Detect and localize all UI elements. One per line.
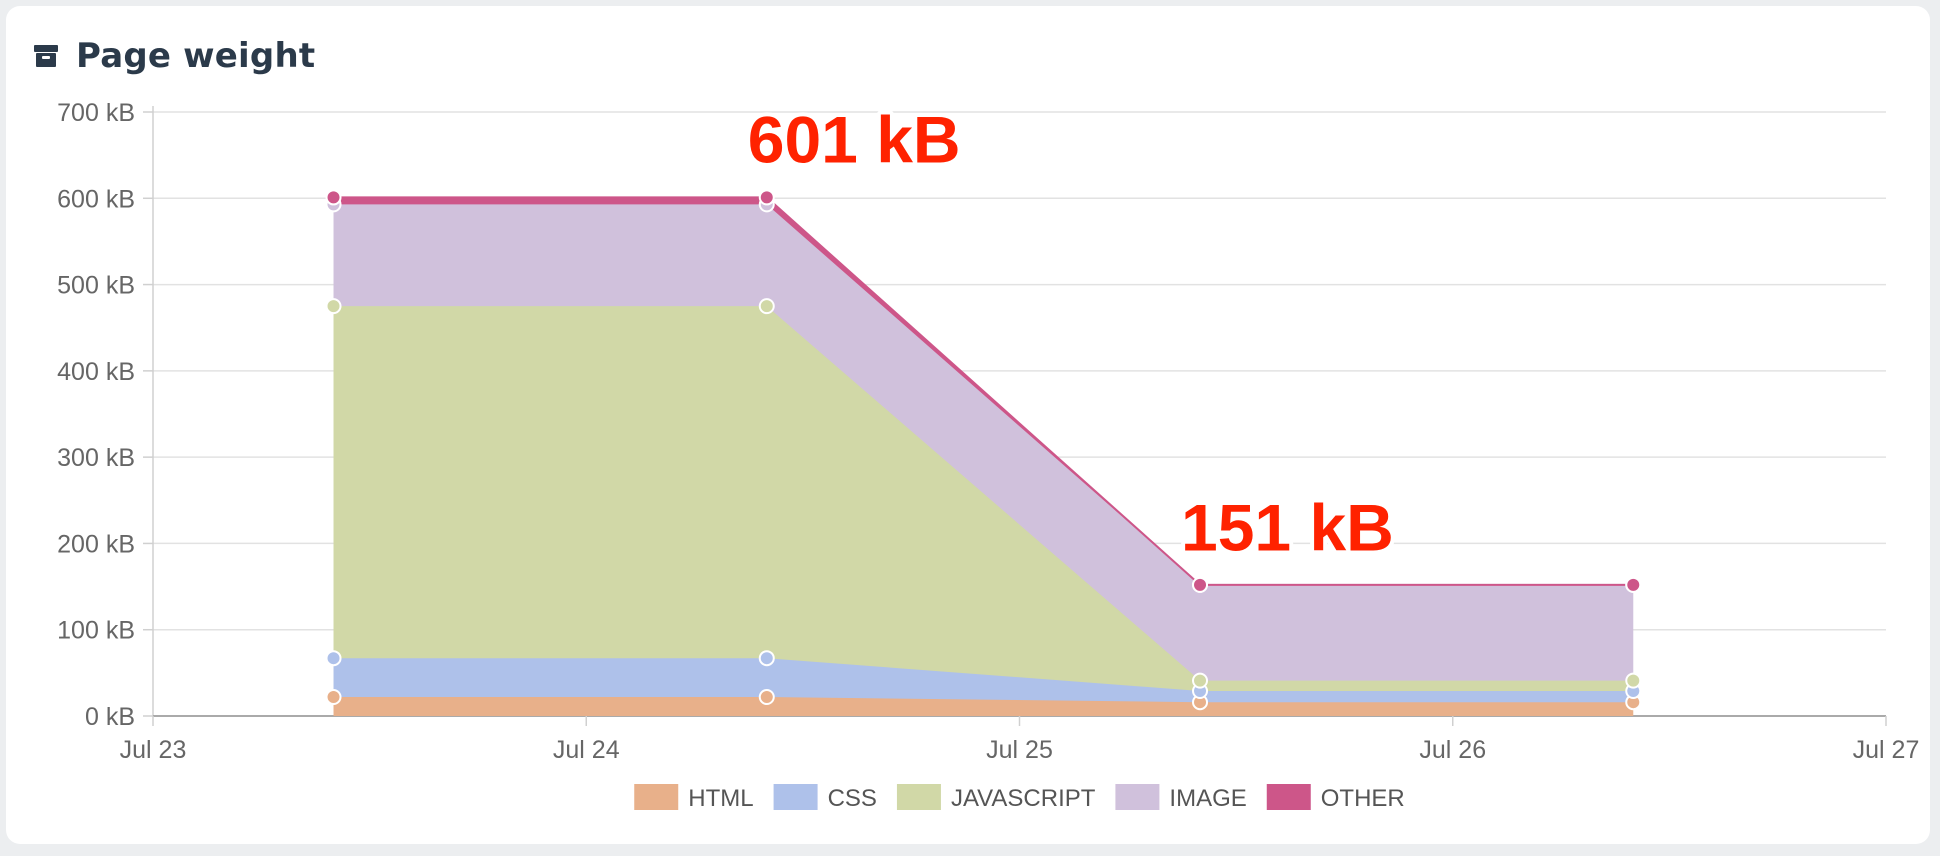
- area-javascript: [333, 306, 1634, 691]
- point-other: [1192, 576, 1209, 593]
- legend-swatch: [896, 784, 941, 810]
- point-html: [325, 689, 342, 706]
- point-css: [325, 650, 342, 667]
- y-tick-label: 400 kB: [57, 358, 135, 386]
- legend-label: IMAGE: [1169, 785, 1246, 812]
- legend-item-css: CSS: [773, 784, 877, 812]
- legend-label: JAVASCRIPT: [951, 785, 1096, 812]
- x-tick-label: Jul 23: [120, 736, 187, 764]
- point-other: [758, 189, 775, 206]
- legend-swatch: [773, 784, 818, 810]
- x-tick-label: Jul 25: [986, 736, 1053, 764]
- annotation-label: 151 kB: [1181, 491, 1394, 565]
- y-tick-label: 500 kB: [57, 272, 135, 300]
- area-image: [333, 204, 1634, 681]
- y-tick-label: 600 kB: [57, 185, 135, 213]
- legend-item-javascript: JAVASCRIPT: [896, 784, 1096, 812]
- point-html: [758, 689, 775, 706]
- y-tick-label: 0 kB: [85, 703, 135, 731]
- card-title: Page weight: [76, 36, 316, 76]
- x-tick-label: Jul 24: [553, 736, 620, 764]
- point-javascript: [758, 298, 775, 315]
- legend-swatch: [634, 784, 679, 810]
- legend-label: CSS: [828, 785, 877, 812]
- point-other: [325, 189, 342, 206]
- point-css: [758, 650, 775, 667]
- x-tick-label: Jul 27: [1853, 736, 1920, 764]
- line-other: [333, 196, 1634, 586]
- card-header: Page weight: [34, 34, 315, 78]
- legend-swatch: [1266, 784, 1311, 810]
- legend: HTML CSS JAVASCRIPT IMAGE OTHER: [634, 784, 1405, 812]
- legend-label: HTML: [688, 785, 753, 812]
- point-javascript: [1192, 672, 1209, 689]
- archive-icon: [34, 45, 58, 67]
- point-other: [1625, 576, 1642, 593]
- y-tick-label: 700 kB: [57, 99, 135, 127]
- legend-item-other: OTHER: [1266, 784, 1405, 812]
- legend-swatch: [1115, 784, 1160, 810]
- annotation-label: 601 kB: [748, 102, 961, 176]
- y-tick-label: 100 kB: [57, 617, 135, 645]
- legend-item-image: IMAGE: [1115, 784, 1247, 812]
- y-tick-label: 200 kB: [57, 530, 135, 558]
- area-html: [333, 697, 1634, 716]
- x-tick-label: Jul 26: [1419, 736, 1486, 764]
- legend-label: OTHER: [1321, 785, 1405, 812]
- point-javascript: [325, 298, 342, 315]
- legend-item-html: HTML: [634, 784, 754, 812]
- y-tick-label: 300 kB: [57, 444, 135, 472]
- line-javascript: [333, 305, 1634, 682]
- point-javascript: [1625, 672, 1642, 689]
